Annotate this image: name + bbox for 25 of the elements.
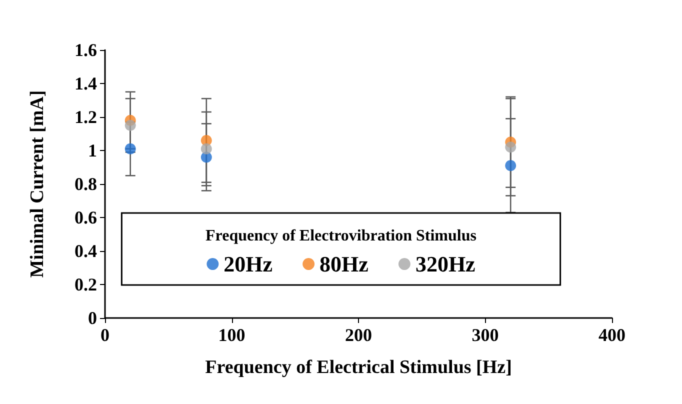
y-tick-label: 1.6 [74,40,97,60]
x-axis-title: Frequency of Electrical Stimulus [Hz] [205,357,512,378]
x-tick-label: 400 [598,325,626,345]
y-tick-label: 0.2 [74,274,97,294]
point [200,143,212,154]
point [124,120,136,131]
legend-title: Frequency of Electrovibration Stimulus [206,228,476,244]
point [124,143,136,154]
x-tick-label: 0 [100,325,110,345]
y-tick-label: 0.6 [74,208,97,228]
legend-label: 80Hz [320,252,369,276]
legend-label: 320Hz [415,252,476,276]
y-tick-label: 1.2 [74,107,97,127]
x-tick-label: 100 [218,325,246,345]
x-tick-label: 300 [472,325,499,345]
y-tick-label: 0.4 [74,241,97,261]
legend-label: 20Hz [224,252,273,276]
x-tick-label: 200 [345,325,372,345]
y-tick-label: 0.8 [74,174,97,194]
point [505,160,516,172]
y-tick-label: 0 [88,308,97,328]
y-tick-label: 1.4 [74,74,97,94]
point [505,142,516,153]
y-tick-label: 1 [88,140,97,160]
y-axis-title: Minimal Current [mA] [27,90,48,278]
